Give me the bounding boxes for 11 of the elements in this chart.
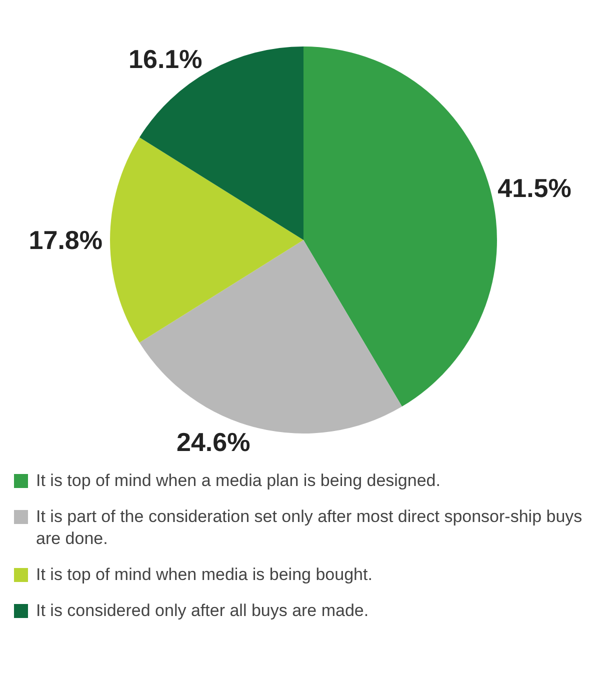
- legend-label: It is considered only after all buys are made.: [36, 600, 369, 622]
- data-label: 16.1%: [128, 44, 202, 74]
- legend-label: It is top of mind when media is being bought.: [36, 564, 372, 586]
- legend-label: It is top of mind when a media plan is being designed.: [36, 470, 440, 492]
- pie-slice: [110, 137, 304, 343]
- data-label: 17.8%: [28, 225, 102, 255]
- legend-label: It is part of the consideration set only after most direct sponsor-ship buys are done.: [36, 506, 584, 550]
- pie-slice: [139, 240, 402, 434]
- data-label: 41.5%: [498, 172, 572, 203]
- pie-slice: [304, 46, 497, 407]
- data-label: 24.6%: [176, 427, 250, 458]
